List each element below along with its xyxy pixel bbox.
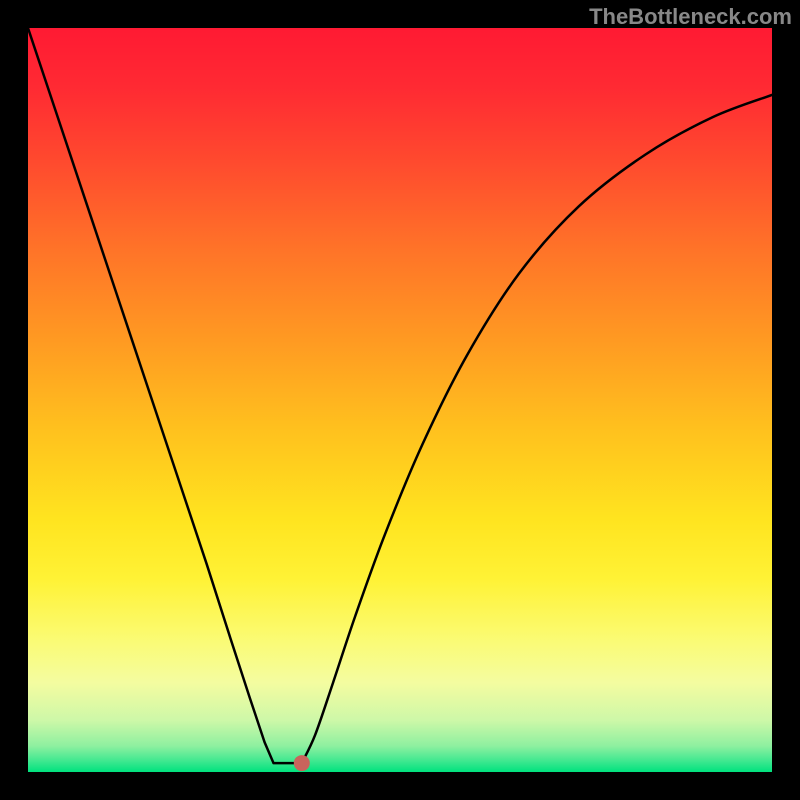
chart-container: TheBottleneck.com <box>0 0 800 800</box>
optimal-point-marker <box>294 755 310 771</box>
plot-area <box>28 28 772 772</box>
chart-svg <box>28 28 772 772</box>
chart-background <box>28 28 772 772</box>
watermark-text: TheBottleneck.com <box>589 4 792 30</box>
